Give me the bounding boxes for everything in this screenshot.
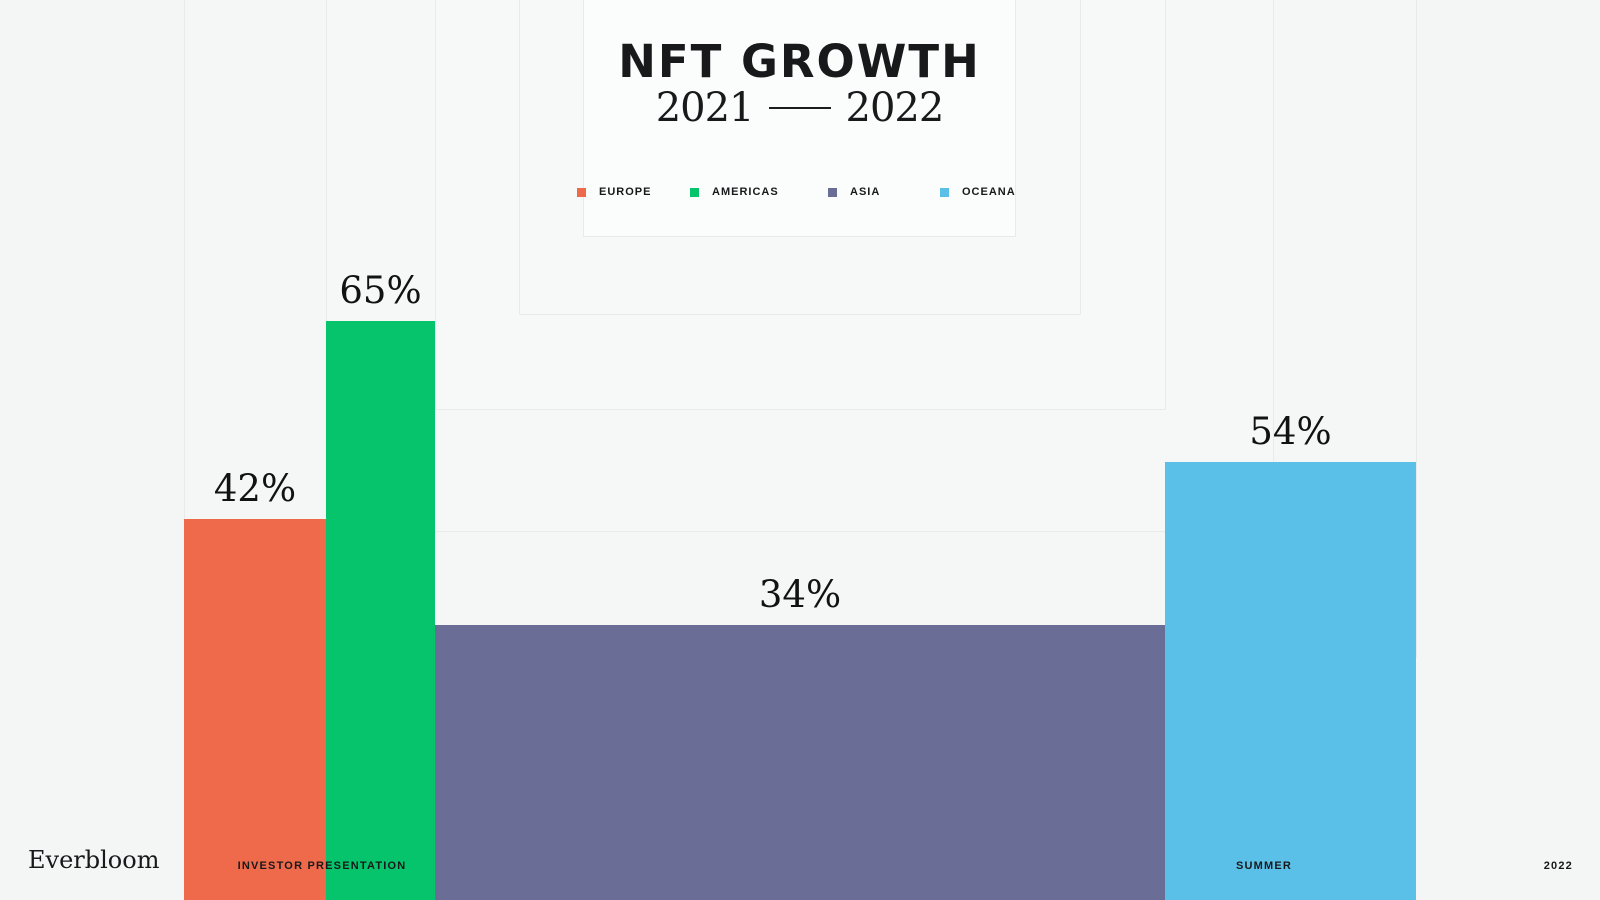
legend-swatch-americas <box>690 187 699 197</box>
title-divider-line <box>768 107 831 109</box>
footer-caption-right: SUMMER <box>1235 860 1293 872</box>
legend-label-europe: EUROPE <box>599 186 652 198</box>
footer-year: 2022 <box>1543 860 1573 872</box>
legend-swatch-europe <box>577 187 586 197</box>
bar-value-label-oceana: 54% <box>1249 410 1332 453</box>
subtitle-year-right: 2022 <box>845 85 945 131</box>
legend-label-oceana: OCEANA <box>962 186 1016 198</box>
legend-item-asia: ASIA <box>828 186 880 198</box>
bar-oceana <box>1165 462 1416 900</box>
chart-title: NFT GROWTH <box>618 35 981 88</box>
legend-label-americas: AMERICAS <box>712 186 779 198</box>
bar-value-label-europe: 42% <box>213 467 297 510</box>
legend-item-americas: AMERICAS <box>690 186 779 198</box>
brand-logo: Everbloom <box>28 846 160 874</box>
legend-item-oceana: OCEANA <box>940 186 1016 198</box>
legend-swatch-oceana <box>940 187 949 197</box>
title-card: NFT GROWTH 2021 2022 <box>583 0 1016 237</box>
chart-subtitle: 2021 2022 <box>584 84 1015 132</box>
footer-caption-left: INVESTOR PRESENTATION <box>237 860 407 872</box>
title-card-outer-frame <box>519 0 1081 315</box>
subtitle-year-left: 2021 <box>655 85 755 131</box>
bar-europe <box>184 519 326 900</box>
bar-asia <box>435 625 1165 900</box>
legend-label-asia: ASIA <box>850 186 881 198</box>
legend-swatch-asia <box>828 187 837 197</box>
bar-value-label-asia: 34% <box>758 573 842 616</box>
bar-value-label-americas: 65% <box>339 269 422 312</box>
legend-item-europe: EUROPE <box>577 186 651 198</box>
bar-americas <box>326 321 435 900</box>
